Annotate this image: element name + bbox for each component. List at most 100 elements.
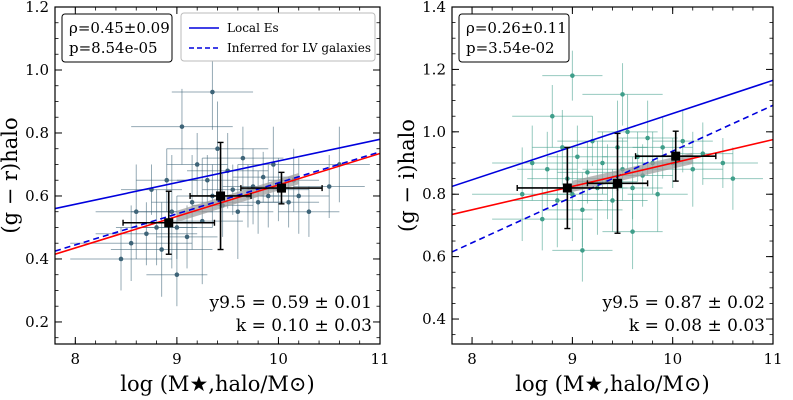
right-point-marker (544, 166, 550, 172)
right-point-marker (625, 129, 630, 135)
left-binned-marker (216, 191, 226, 201)
left-point-marker (306, 209, 312, 215)
right-local-es-line (452, 79, 773, 188)
right-point-marker (630, 229, 635, 234)
right-point-marker (720, 160, 726, 166)
left-point-marker (174, 272, 180, 278)
right-point-marker (550, 113, 555, 119)
right-y95-annotation: y9.5 = 0.87 ± 0.02 (602, 293, 765, 313)
left-x-tick-label: 11 (370, 350, 389, 368)
left-point-marker (169, 209, 175, 215)
left-data-point (161, 158, 243, 285)
left-x-tick-label: 9 (172, 350, 182, 368)
left-point-marker (189, 199, 195, 205)
right-point-marker (660, 145, 665, 150)
right-p-value-text: p=3.54e-02 (466, 39, 555, 57)
right-x-tick-label: 10 (663, 350, 682, 368)
left-panel: 8 9 10 11 0.2 0.4 0.6 0.8 1.0 1.2 ρ=0.45±0.09 p=8… (0, 0, 390, 396)
right-point-marker (519, 191, 525, 197)
right-point-marker (655, 191, 660, 197)
right-binned-marker (562, 183, 572, 193)
right-panel: 8 9 10 11 0.4 0.6 0.8 1.0 1.2 1.4 ρ=0.26±0.11 p=3… (395, 0, 783, 396)
left-point-marker (118, 256, 124, 262)
right-point-marker (680, 138, 686, 144)
legend-label-local-es: Local Es (227, 21, 279, 35)
left-data-point (110, 202, 213, 297)
left-fit-line (55, 152, 380, 256)
right-point-marker (585, 170, 590, 175)
right-y-axis-label: (g − i)halo (395, 119, 419, 232)
left-y-tick-label: 0.8 (25, 124, 49, 142)
right-data-point (517, 131, 578, 207)
right-data-point (662, 131, 723, 207)
right-y-tick-label: 1.0 (422, 123, 446, 141)
right-binned-point (634, 130, 717, 182)
right-point-marker (600, 160, 605, 166)
left-stats-box-frame (61, 13, 173, 63)
right-data-point (492, 187, 593, 251)
right-data-point (672, 122, 733, 185)
right-y-tick-label: 0.4 (422, 310, 446, 328)
left-data-point (146, 243, 208, 307)
legend-frame (180, 12, 376, 62)
right-point-marker (570, 73, 575, 78)
right-x-tick-label: 9 (568, 350, 578, 368)
right-data-point (687, 138, 758, 188)
right-point-marker (560, 145, 565, 150)
right-y-tick-label: 0.8 (422, 185, 446, 203)
left-data-point (278, 186, 340, 237)
right-rho-text: ρ=0.26±0.11 (466, 19, 567, 37)
right-point-marker (620, 92, 625, 97)
right-point-marker (730, 176, 736, 181)
right-data-point (537, 147, 608, 242)
left-data-point (202, 164, 274, 259)
left-point-marker (184, 234, 190, 240)
right-data-point (582, 63, 663, 126)
left-inferred-lv-line (55, 151, 380, 252)
right-data-point (597, 94, 658, 170)
right-slope-annotation: k = 0.08 ± 0.03 (629, 316, 765, 336)
left-point-marker (210, 89, 215, 95)
left-binned-marker (276, 183, 286, 193)
left-point-marker (144, 231, 149, 237)
left-data-point (121, 164, 182, 215)
left-point-marker (194, 162, 200, 167)
left-data-point (268, 158, 330, 234)
left-y-tick-label: 0.4 (25, 250, 49, 268)
right-data-point (532, 109, 593, 185)
left-axis-ticks: 8 9 10 11 0.2 0.4 0.6 0.8 1.0 1.2 (25, 0, 389, 368)
left-point-marker (159, 247, 164, 252)
left-data-point (171, 54, 254, 130)
left-point-marker (179, 124, 185, 129)
left-data-point (202, 126, 284, 190)
left-data-point (308, 126, 370, 203)
left-rho-text: ρ=0.45±0.09 (69, 19, 170, 37)
right-point-marker (529, 160, 535, 166)
left-slope-annotation: k = 0.10 ± 0.03 (236, 316, 372, 336)
left-binned-point (189, 141, 252, 251)
right-data-point (547, 125, 608, 188)
left-binned-marker (164, 218, 174, 228)
left-point-marker (215, 146, 220, 152)
right-point-marker (570, 191, 575, 197)
right-x-tick-label: 11 (763, 350, 782, 368)
right-point-marker (580, 248, 585, 253)
right-plot-marks (452, 50, 773, 282)
left-data-point (131, 88, 233, 165)
left-point-marker (174, 225, 180, 230)
right-point-marker (575, 154, 580, 160)
left-point-marker (230, 187, 236, 192)
right-y-tick-label: 1.4 (422, 0, 446, 16)
left-y-tick-label: 0.6 (25, 187, 49, 205)
right-fit-line (452, 138, 773, 216)
right-point-marker (645, 135, 650, 141)
left-p-value-text: p=8.54e-05 (69, 39, 158, 57)
left-point-marker (260, 174, 266, 180)
left-y-tick-label: 1.0 (25, 61, 49, 79)
left-point-marker (326, 184, 332, 189)
legend-label-inferred: Inferred for LV galaxies (227, 41, 371, 55)
left-y-tick-label: 1.2 (25, 0, 49, 16)
right-point-marker (539, 216, 545, 222)
right-binned-point (586, 132, 649, 234)
